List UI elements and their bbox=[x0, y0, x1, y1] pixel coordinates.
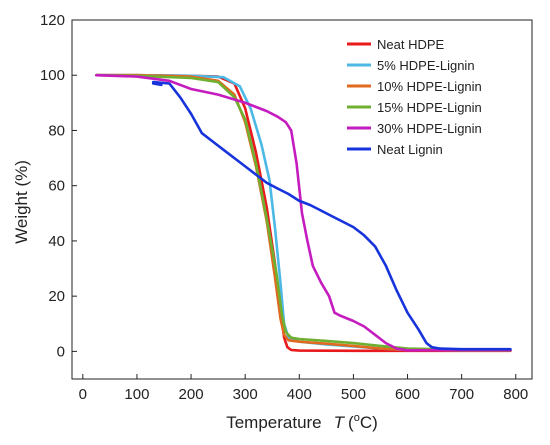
x-axis-title-unit-open: ( bbox=[348, 413, 354, 432]
legend-label-6: Neat Lignin bbox=[377, 142, 443, 157]
legend-label-2: 5% HDPE-Lignin bbox=[377, 58, 475, 73]
x-tick-label: 800 bbox=[503, 386, 528, 403]
x-axis-title-unit-close: C) bbox=[360, 413, 378, 432]
y-axis-title: Weight (%) bbox=[12, 160, 31, 244]
plot-frame bbox=[71, 19, 533, 380]
x-axis-title-unit-super: o bbox=[354, 412, 360, 424]
series-line-2 bbox=[95, 73, 512, 352]
series-line-3 bbox=[95, 73, 512, 352]
legend-label-5: 30% HDPE-Lignin bbox=[377, 121, 482, 136]
x-axis-title-prefix: Temperature bbox=[226, 413, 321, 432]
y-tick-label: 60 bbox=[48, 178, 65, 195]
x-tick-label: 100 bbox=[124, 386, 149, 403]
y-tick-label: 100 bbox=[40, 67, 65, 84]
x-tick-label: 300 bbox=[233, 386, 258, 403]
x-tick-label: 700 bbox=[449, 386, 474, 403]
y-tick-label: 80 bbox=[48, 122, 65, 139]
series-line-5 bbox=[95, 73, 512, 352]
x-axis-title-symbol: T bbox=[334, 413, 346, 432]
series-line-4 bbox=[95, 73, 512, 352]
x-tick-label: 200 bbox=[179, 386, 204, 403]
y-tick-label: 120 bbox=[40, 12, 65, 29]
x-axis-title: Temperature T (oC) bbox=[226, 412, 378, 432]
y-tick-label: 20 bbox=[48, 288, 65, 305]
legend: Neat HDPE 5% HDPE-Lignin 10% HDPE-Lignin 15… bbox=[347, 37, 482, 157]
x-tick-label: 600 bbox=[395, 386, 420, 403]
x-tick-label: 400 bbox=[287, 386, 312, 403]
legend-label-1: Neat HDPE bbox=[377, 37, 445, 52]
axis-ticks: 0 100 200 300 400 500 600 700 800 0 20 40 60 80 100 120 bbox=[40, 12, 528, 403]
series-line-6 bbox=[151, 80, 512, 351]
y-tick-label: 40 bbox=[48, 233, 65, 250]
legend-label-3: 10% HDPE-Lignin bbox=[377, 79, 482, 94]
y-tick-label: 0 bbox=[57, 343, 65, 360]
legend-label-4: 15% HDPE-Lignin bbox=[377, 100, 482, 115]
x-tick-label: 0 bbox=[79, 386, 87, 403]
series-line-1 bbox=[95, 73, 512, 353]
series-lines bbox=[95, 73, 512, 353]
x-tick-label: 500 bbox=[341, 386, 366, 403]
